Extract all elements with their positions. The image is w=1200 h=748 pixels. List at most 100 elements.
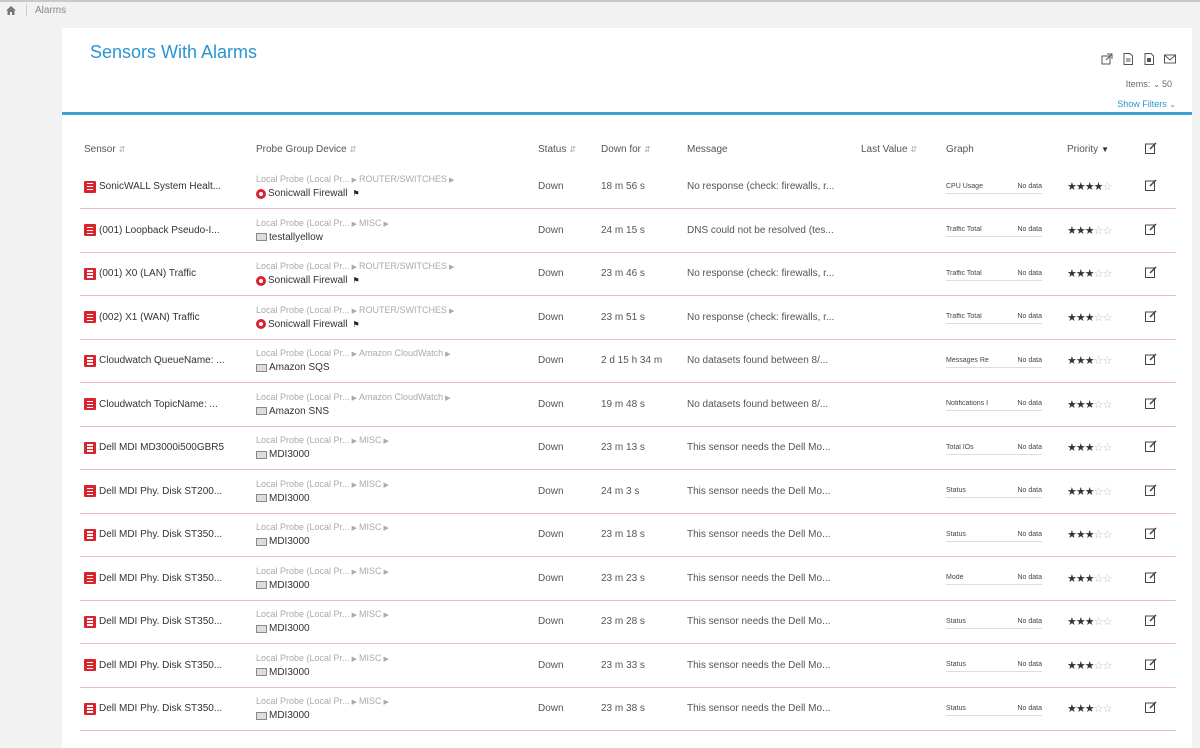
probe-name[interactable]: Local Probe (Local Pr... (256, 652, 350, 663)
probe-name[interactable]: Local Probe (Local Pr... (256, 478, 350, 489)
sensor-cell[interactable]: Dell MDI Phy. Disk ST350... (80, 600, 252, 644)
edit-cell[interactable] (1141, 339, 1176, 383)
sensor-name[interactable]: Dell MDI Phy. Disk ST350... (99, 659, 223, 671)
priority-stars[interactable]: ★★★★☆ (1067, 181, 1112, 193)
device-name[interactable]: Sonicwall Firewall (268, 275, 348, 287)
edit-cell[interactable] (1141, 252, 1176, 296)
priority-cell[interactable]: ★★★☆☆ (1063, 643, 1141, 688)
priority-cell[interactable]: ★★★☆☆ (1063, 339, 1141, 383)
probe-path[interactable]: Local Probe (Local Pr... ▶ MISC ▶ (256, 565, 530, 579)
mini-graph[interactable]: Traffic Total No data (946, 310, 1042, 325)
group-name[interactable]: Amazon CloudWatch (358, 348, 444, 359)
priority-stars[interactable]: ★★★☆☆ (1067, 442, 1112, 454)
priority-cell[interactable]: ★★★☆☆ (1063, 382, 1141, 427)
graph-cell[interactable]: Total IOs No data (942, 426, 1063, 470)
table-row[interactable]: Dell MDI Phy. Disk ST350... Local Probe (… (80, 687, 1176, 731)
probe-name[interactable]: Local Probe (Local Pr... (256, 261, 350, 272)
device-name[interactable]: MDI3000 (269, 623, 310, 635)
probe-path[interactable]: Local Probe (Local Pr... ▶ ROUTER/SWITCHES… (256, 304, 530, 318)
external-link-icon[interactable] (1101, 52, 1113, 65)
device-name[interactable]: Sonicwall Firewall (268, 188, 348, 199)
sensor-name[interactable]: Dell MDI Phy. Disk ST350... (99, 703, 223, 715)
sensor-cell[interactable]: Dell MDI Phy. Disk ST350... (80, 513, 252, 557)
edit-icon[interactable] (1145, 223, 1157, 235)
edit-icon[interactable] (1145, 440, 1157, 453)
sensor-name[interactable]: Dell MDI Phy. Disk ST350... (99, 529, 223, 541)
probe-name[interactable]: Local Probe (Local Pr... (256, 391, 350, 402)
mini-graph[interactable]: Status No data (946, 702, 1042, 716)
sensor-name[interactable]: (001) Loopback Pseudo-I... (99, 224, 220, 236)
priority-stars[interactable]: ★★★☆☆ (1067, 312, 1112, 324)
column-header-status[interactable]: Status ⇵ (538, 143, 577, 155)
home-icon[interactable] (6, 5, 20, 15)
probe-name[interactable]: Local Probe (Local Pr... (256, 435, 350, 446)
edit-icon[interactable] (1145, 266, 1157, 279)
probe-path[interactable]: Local Probe (Local Pr... ▶ MISC ▶ (256, 478, 530, 492)
column-header-down-for[interactable]: Down for ⇵ (601, 143, 651, 155)
probe-path[interactable]: Local Probe (Local Pr... ▶ MISC ▶ (256, 652, 530, 666)
sensor-cell[interactable]: Dell MDI Phy. Disk ST350... (80, 643, 252, 688)
sensor-cell[interactable]: (001) Loopback Pseudo-I... (80, 208, 252, 253)
priority-stars[interactable]: ★★★☆☆ (1067, 268, 1112, 280)
probe-name[interactable]: Local Probe (Local Pr... (256, 174, 350, 184)
column-header-priority[interactable]: Priority ▼ (1067, 143, 1110, 155)
mini-graph[interactable]: Notifications I No data (946, 397, 1042, 412)
device-name[interactable]: MDI3000 (269, 710, 310, 722)
probe-name[interactable]: Local Probe (Local Pr... (256, 304, 350, 315)
graph-cell[interactable]: Traffic Total No data (942, 295, 1063, 340)
sensor-name[interactable]: Dell MDI Phy. Disk ST350... (99, 572, 223, 584)
probe-name[interactable]: Local Probe (Local Pr... (256, 696, 350, 707)
device-name[interactable]: MDI3000 (269, 579, 310, 591)
table-row[interactable]: (001) Loopback Pseudo-I... Local Probe (L… (80, 208, 1176, 253)
graph-cell[interactable]: Traffic Total No data (942, 252, 1063, 296)
probe-name[interactable]: Local Probe (Local Pr... (256, 565, 350, 576)
mini-graph[interactable]: Status No data (946, 658, 1042, 673)
table-row[interactable]: Dell MDI Phy. Disk ST200... Local Probe (… (80, 469, 1176, 514)
group-name[interactable]: ROUTER/SWITCHES (358, 261, 447, 272)
sensor-cell[interactable]: (002) X1 (WAN) Traffic (80, 295, 252, 340)
probe-name[interactable]: Local Probe (Local Pr... (256, 348, 350, 359)
table-row[interactable]: Dell MDI Phy. Disk ST350... Local Probe (… (80, 600, 1176, 644)
priority-cell[interactable]: ★★★☆☆ (1063, 600, 1141, 644)
mini-graph[interactable]: Messages Re No data (946, 354, 1042, 368)
sensor-cell[interactable]: Dell MDI Phy. Disk ST350... (80, 556, 252, 601)
graph-cell[interactable]: Status No data (942, 687, 1063, 731)
sensor-cell[interactable]: (001) X0 (LAN) Traffic (80, 252, 252, 296)
mini-graph[interactable]: Status No data (946, 615, 1042, 629)
priority-stars[interactable]: ★★★☆☆ (1067, 529, 1112, 541)
edit-cell[interactable] (1141, 600, 1176, 644)
csv-icon[interactable] (1143, 52, 1155, 65)
column-header-sensor[interactable]: Sensor ⇵ (84, 143, 126, 155)
edit-cell[interactable] (1141, 295, 1176, 340)
probe-path[interactable]: Local Probe (Local Pr... ▶ ROUTER/SWITCHES… (256, 173, 530, 187)
priority-stars[interactable]: ★★★☆☆ (1067, 486, 1112, 498)
probe-path[interactable]: Local Probe (Local Pr... ▶ MISC ▶ (256, 608, 530, 622)
table-row[interactable]: Dell MDI MD3000i500GBR5 Local Probe (Loca… (80, 426, 1176, 470)
edit-cell[interactable] (1141, 643, 1176, 688)
priority-stars[interactable]: ★★★☆☆ (1067, 616, 1112, 628)
device-name[interactable]: Amazon SNS (269, 405, 330, 417)
column-header-message[interactable]: Message (687, 143, 728, 155)
edit-icon[interactable] (1145, 571, 1157, 583)
probe-path[interactable]: Local Probe (Local Pr... ▶ Amazon CloudWat… (256, 391, 530, 405)
priority-stars[interactable]: ★★★☆☆ (1067, 573, 1112, 585)
sensor-name[interactable]: (001) X0 (LAN) Traffic (99, 268, 197, 280)
table-row[interactable]: (002) X1 (WAN) Traffic Local Probe (Local… (80, 295, 1176, 340)
priority-stars[interactable]: ★★★☆☆ (1067, 225, 1112, 237)
edit-cell[interactable] (1141, 513, 1176, 557)
graph-cell[interactable]: Mode No data (942, 556, 1063, 601)
edit-cell[interactable] (1141, 426, 1176, 470)
graph-cell[interactable]: Notifications I No data (942, 382, 1063, 427)
priority-cell[interactable]: ★★★☆☆ (1063, 513, 1141, 557)
group-name[interactable]: MISC (358, 435, 382, 446)
priority-cell[interactable]: ★★★☆☆ (1063, 687, 1141, 731)
sensor-name[interactable]: SonicWALL System Healt... (99, 181, 222, 192)
probe-name[interactable]: Local Probe (Local Pr... (256, 522, 350, 533)
device-name[interactable]: MDI3000 (269, 666, 310, 678)
priority-stars[interactable]: ★★★☆☆ (1067, 355, 1112, 367)
sensor-name[interactable]: Cloudwatch TopicName: ... (99, 398, 218, 410)
device-name[interactable]: Amazon SQS (269, 362, 330, 374)
show-filters-link[interactable]: Show Filters ⌄ (1117, 99, 1176, 109)
edit-icon[interactable] (1145, 614, 1157, 627)
priority-cell[interactable]: ★★★☆☆ (1063, 469, 1141, 514)
